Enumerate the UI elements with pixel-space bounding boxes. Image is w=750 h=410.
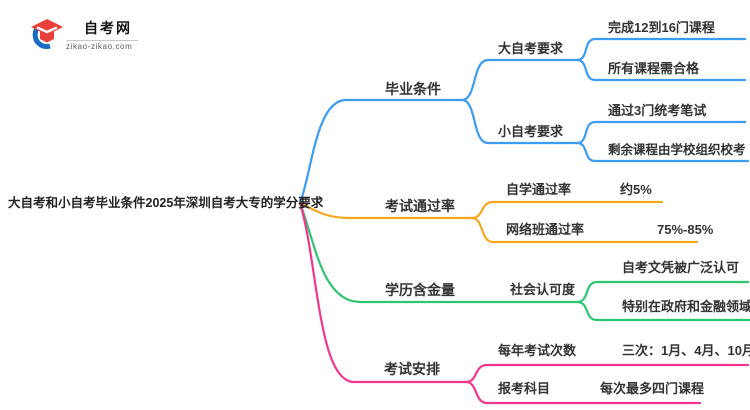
branch-lines-passrate xyxy=(298,200,699,244)
site-logo: 自考网 zikao-zikao.com xyxy=(28,14,148,54)
root-node: 大自考和小自考毕业条件2025年深圳自考大专的学分要求 xyxy=(8,196,324,210)
branch-lines-graduation xyxy=(298,37,750,205)
node-diploma-value: 学历含金量 xyxy=(385,282,455,298)
leaf-school-organized-exams: 剩余课程由学校组织校考 xyxy=(608,143,746,157)
node-small-selfstudy-req: 小自考要求 xyxy=(498,124,564,139)
branch-lines-schedule xyxy=(298,201,750,405)
leaf-three-times: 三次：1月、4月、10月 xyxy=(622,343,750,358)
node-online-class-pass-rate: 网络班通过率 xyxy=(506,222,585,237)
node-exam-pass-rate: 考试通过率 xyxy=(385,198,455,214)
leaf-75-85-percent: 75%-85% xyxy=(657,222,714,237)
branch-lines-value xyxy=(298,201,750,322)
node-social-recognition: 社会认可度 xyxy=(510,282,576,297)
leaf-pass-3-exams: 通过3门统考笔试 xyxy=(608,103,707,118)
leaf-all-courses-pass: 所有课程需合格 xyxy=(608,61,700,76)
leaf-about-5-percent: 约5% xyxy=(620,182,652,197)
logo-divider xyxy=(66,40,138,41)
leaf-complete-courses: 完成12到16门课程 xyxy=(608,20,715,35)
node-subjects-per-sitting: 报考科目 xyxy=(498,381,551,396)
node-selfstudy-pass-rate: 自学通过率 xyxy=(506,182,572,197)
leaf-widely-recognized: 自考文凭被广泛认可 xyxy=(622,260,740,275)
logo-subtitle: zikao-zikao.com xyxy=(66,42,133,51)
node-exam-schedule: 考试安排 xyxy=(384,361,440,377)
node-exams-per-year: 每年考试次数 xyxy=(498,343,577,358)
leaf-gov-finance-fields: 特别在政府和金融领域 xyxy=(622,299,750,314)
node-big-selfstudy-req: 大自考要求 xyxy=(498,41,564,56)
graduation-cap-icon xyxy=(31,19,63,49)
logo-title: 自考网 xyxy=(84,20,132,36)
leaf-max-four-courses: 每次最多四门课程 xyxy=(600,381,705,396)
node-graduation-conditions: 毕业条件 xyxy=(385,81,441,97)
